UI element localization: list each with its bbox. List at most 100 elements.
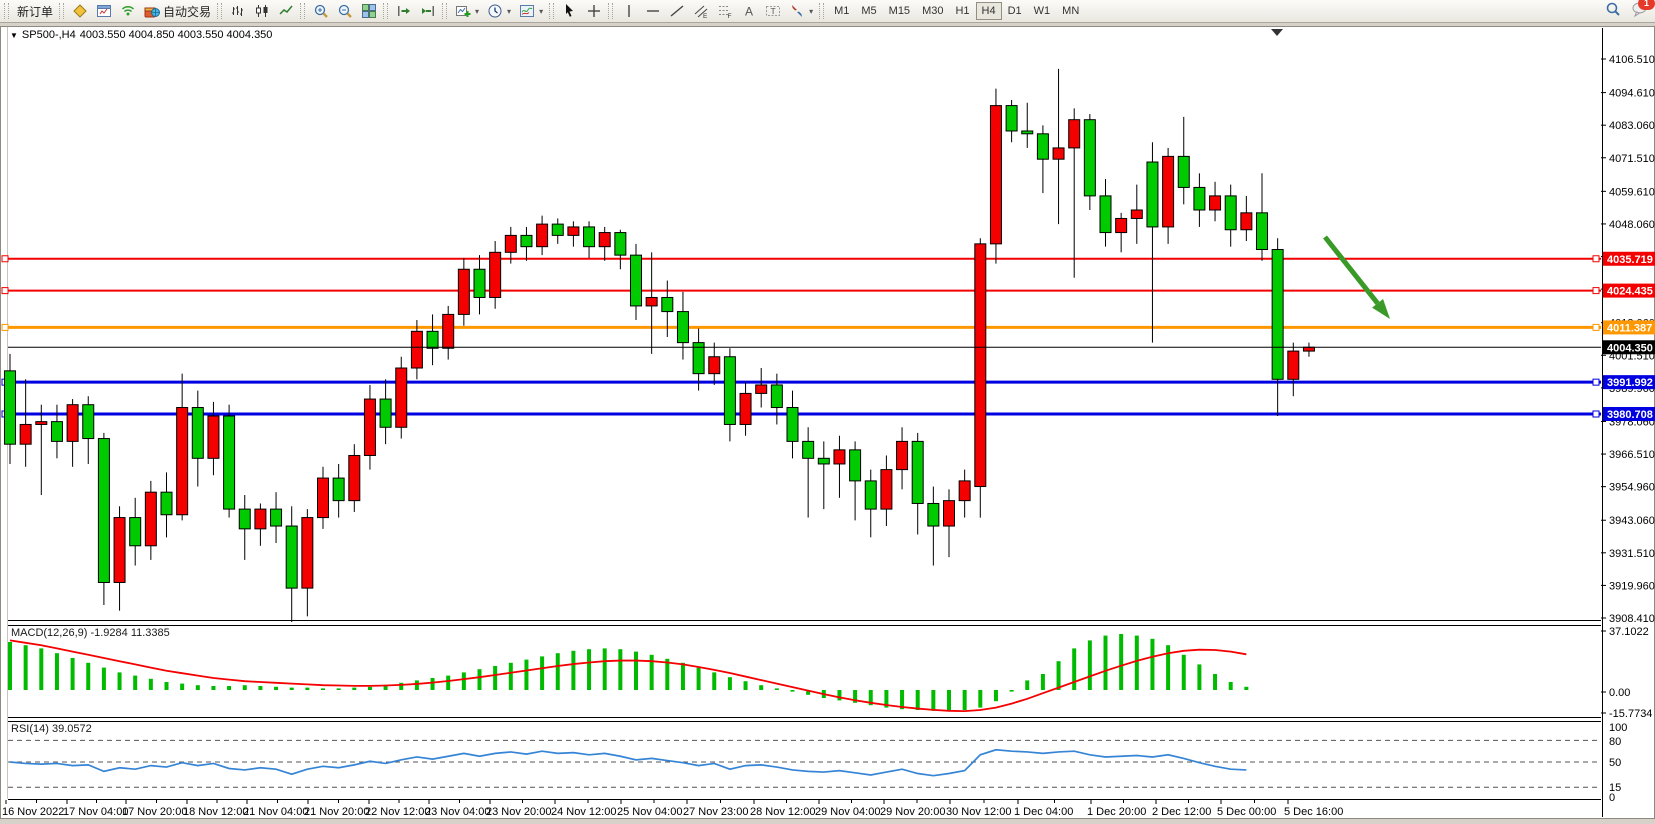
candle-body — [692, 342, 705, 375]
candle-body — [817, 457, 830, 465]
cursor-button[interactable] — [558, 0, 582, 22]
timeframe-button-w1[interactable]: W1 — [1033, 5, 1051, 17]
shapes-button[interactable]: ▾ — [785, 0, 817, 22]
timeframe-button-mn[interactable]: MN — [1062, 5, 1080, 17]
macd-histogram-bar — [8, 642, 12, 690]
level-price-text: 3991.992 — [1607, 377, 1653, 389]
time-label: 24 Nov 12:00 — [551, 806, 616, 818]
annotation-arrow-line[interactable] — [1323, 235, 1380, 305]
timeframe-button-d1[interactable]: D1 — [1007, 5, 1022, 17]
data-window-button[interactable] — [92, 0, 116, 22]
annotation-arrow-head[interactable] — [1372, 298, 1390, 319]
line-handle[interactable] — [1592, 287, 1600, 295]
bar-chart-button[interactable] — [226, 0, 250, 22]
line-handle[interactable] — [1592, 255, 1600, 263]
macd-indicator-label: MACD(12,26,9) -1.9284 11.3385 — [11, 627, 170, 639]
notifications-button[interactable]: 1 — [1631, 0, 1655, 22]
timeframe-button-h1[interactable]: H1 — [955, 5, 970, 17]
price-tick-label: 4083.060 — [1609, 120, 1655, 132]
search-button[interactable] — [1605, 1, 1621, 22]
text-button[interactable]: A — [737, 0, 761, 22]
zoom-out-button[interactable] — [333, 0, 357, 22]
template-icon — [519, 3, 535, 19]
crosshair-button[interactable] — [582, 0, 606, 22]
timeframe-button-m5[interactable]: M5 — [861, 5, 877, 17]
periods-button[interactable]: ▾ — [483, 0, 515, 22]
dropdown-arrow-icon[interactable]: ▾ — [809, 6, 814, 16]
candle-body — [911, 440, 924, 504]
time-label: 23 Nov 04:00 — [425, 806, 490, 818]
tile-windows-button[interactable] — [357, 0, 381, 22]
macd-histogram-bar — [1166, 645, 1171, 690]
dropdown-arrow-icon[interactable]: ▾ — [475, 6, 480, 16]
line-handle[interactable] — [1592, 378, 1600, 386]
signals-button[interactable] — [116, 0, 140, 22]
candle-body — [4, 370, 16, 445]
market-watch-button[interactable] — [68, 0, 92, 22]
horizontal-level-line[interactable]: 4035.719 — [1, 251, 1655, 266]
line-chart-button[interactable] — [274, 0, 298, 22]
macd-panel[interactable]: 37.1022 0.00 -15.7734 — [8, 626, 1652, 720]
text-label-button[interactable]: T — [761, 0, 785, 22]
chart-shift-button[interactable] — [416, 0, 440, 22]
chart-shift-marker[interactable] — [1271, 29, 1283, 36]
horizontal-level-line[interactable]: 4024.435 — [1, 283, 1655, 298]
candle-body — [144, 491, 157, 547]
line-handle[interactable] — [1, 323, 9, 331]
trendline-button[interactable] — [665, 0, 689, 22]
indicators-button[interactable]: ▾ — [451, 0, 483, 22]
candle-body — [849, 449, 862, 482]
macd-histogram-bar — [993, 690, 998, 702]
dropdown-arrow-icon[interactable]: ▾ — [507, 6, 512, 16]
candle-body — [770, 384, 783, 409]
level-price-text: 4035.719 — [1607, 254, 1653, 266]
auto-scroll-button[interactable] — [392, 0, 416, 22]
candle-body — [223, 415, 236, 510]
line-handle[interactable] — [1592, 323, 1600, 331]
line-handle[interactable] — [1, 287, 9, 295]
timeframe-button-m1[interactable]: M1 — [834, 5, 850, 17]
line-handle[interactable] — [1, 255, 9, 263]
new-order-button[interactable]: 新订单 — [13, 0, 57, 22]
ohlc-values: 4003.550 4004.850 4003.550 4004.350 — [79, 29, 273, 41]
timeframe-button-m30[interactable]: M30 — [922, 5, 944, 17]
candle-body — [19, 423, 32, 445]
candle-body — [1224, 195, 1237, 231]
templates-button[interactable]: ▾ — [515, 0, 547, 22]
time-label: 1 Dec 04:00 — [1014, 806, 1073, 818]
macd-histogram-bar — [931, 690, 936, 711]
fibonacci-button[interactable]: F — [713, 0, 737, 22]
line-handle[interactable] — [1592, 410, 1600, 418]
horizontal-level-line[interactable]: 4011.387 — [1, 320, 1655, 335]
macd-histogram-bar — [305, 687, 310, 690]
timeframe-button-h4[interactable]: H4 — [975, 2, 1002, 20]
level-price-text: 4024.435 — [1607, 286, 1653, 298]
candlestick-chart-button[interactable] — [250, 0, 274, 22]
candle-body — [989, 105, 1002, 245]
signal-icon — [120, 3, 136, 19]
horizontal-line-button[interactable] — [641, 0, 665, 22]
candle-body — [410, 330, 423, 369]
horizontal-level-line[interactable]: 3980.708 — [1, 406, 1655, 421]
rsi-scale-label: 80 — [1609, 736, 1621, 748]
macd-histogram-bar — [680, 662, 685, 690]
timeframe-button-m15[interactable]: M15 — [888, 5, 911, 17]
chart-area[interactable]: 4106.510 4094.610 4083.060 4071.510 4059.610… — [0, 26, 1655, 819]
dropdown-arrow-icon[interactable]: ▾ — [539, 6, 544, 16]
horizontal-level-line[interactable]: 3991.992 — [1, 375, 1655, 390]
level-price-text: 4011.387 — [1607, 322, 1652, 334]
candle-body — [50, 421, 63, 442]
one-click-trading-icon[interactable]: ▼ — [10, 30, 18, 40]
candle-body — [1115, 217, 1128, 234]
macd-histogram-bar — [1025, 680, 1030, 690]
vertical-line-button[interactable] — [617, 0, 641, 22]
autotrading-button[interactable]: 自动交易 — [140, 0, 215, 22]
toolbar: 新订单 自动交易 ▾ ▾ ▾ E F A T ▾ M1 M5 M15 M30 H1 H4 D1 W1 MN 1 — [0, 0, 1655, 23]
rsi-panel[interactable]: 100 80 50 150 — [8, 722, 1627, 804]
fibo-icon: F — [717, 3, 733, 19]
zoom-in-button[interactable] — [309, 0, 333, 22]
zoomin-icon — [313, 3, 329, 19]
channel-button[interactable]: E — [689, 0, 713, 22]
candle-body — [254, 508, 267, 530]
